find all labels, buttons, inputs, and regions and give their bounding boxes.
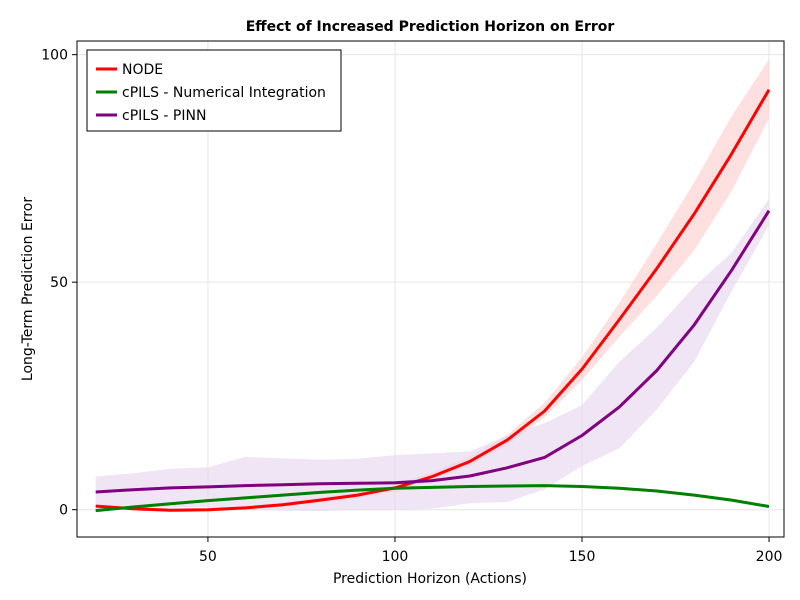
x-tick-label: 100 xyxy=(382,549,409,565)
legend-label: NODE xyxy=(122,62,163,78)
x-axis-label: Prediction Horizon (Actions) xyxy=(333,571,527,587)
x-tick-label: 150 xyxy=(569,549,596,565)
y-tick-label: 100 xyxy=(41,48,68,64)
confidence-band-2 xyxy=(95,198,769,512)
confidence-band-0 xyxy=(95,59,769,512)
y-tick-label: 50 xyxy=(50,275,68,291)
chart-title: Effect of Increased Prediction Horizon o… xyxy=(246,19,615,35)
series-line-1 xyxy=(95,484,770,513)
y-tick-label: 0 xyxy=(59,503,68,519)
legend-label: cPILS - Numerical Integration xyxy=(122,85,326,101)
x-tick-label: 50 xyxy=(199,549,217,565)
series-line-2 xyxy=(95,209,771,494)
plot-frame xyxy=(76,40,785,538)
series-lines xyxy=(95,88,771,513)
series-line-0 xyxy=(95,88,771,512)
y-axis-label: Long-Term Prediction Error xyxy=(20,197,36,381)
legend: NODE cPILS - Numerical Integration cPILS -… xyxy=(86,49,342,132)
x-tick-label: 200 xyxy=(756,549,783,565)
legend-label: cPILS - PINN xyxy=(122,108,206,124)
axis-ticks: 50 100 150 200 0 50 100 xyxy=(41,48,782,565)
legend-box xyxy=(86,49,342,132)
